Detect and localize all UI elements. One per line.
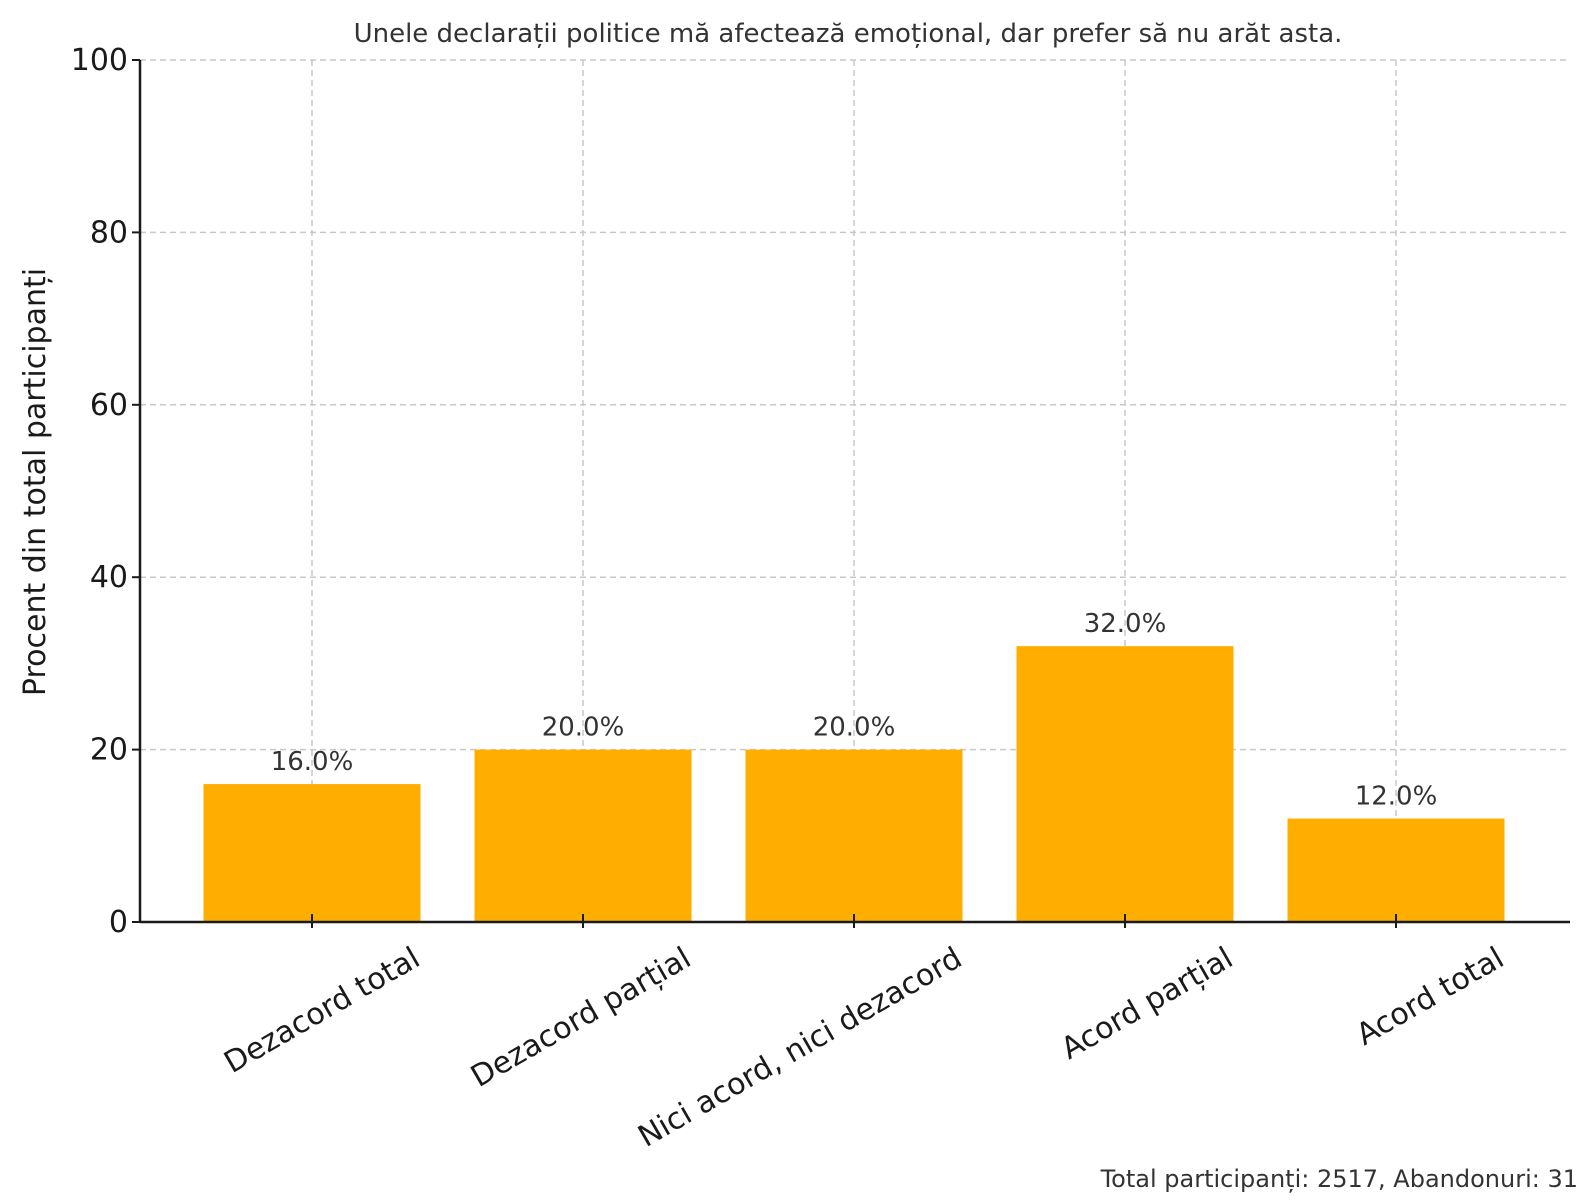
bar (1016, 646, 1234, 922)
bar-value-label: 16.0% (271, 747, 354, 777)
bar-value-label: 12.0% (1355, 782, 1438, 812)
bar-value-label: 20.0% (813, 713, 896, 743)
y-axis-label: Procent din total participanți (18, 268, 53, 696)
y-tick-label: 40 (90, 560, 128, 595)
footer-note: Total participanți: 2517, Abandonuri: 31 (1100, 1165, 1578, 1193)
axes: 0 20 40 60 80 100 Dezacord total Dezacord parți… (71, 43, 1570, 1155)
y-tick-label: 60 (90, 388, 128, 423)
bar (1287, 818, 1505, 922)
bar (745, 749, 963, 922)
bar-value-label: 32.0% (1084, 609, 1167, 639)
bar-value-label: 20.0% (542, 713, 625, 743)
data-labels: 16.0% 20.0% 20.0% 32.0% 12.0% (271, 609, 1438, 811)
bar (474, 749, 692, 922)
bars (203, 646, 1505, 922)
x-tick-label: Dezacord total (218, 941, 426, 1081)
y-tick-label: 20 (90, 733, 128, 768)
x-tick-label: Acord total (1351, 941, 1510, 1053)
y-tick-label: 80 (90, 215, 128, 250)
bar (203, 784, 421, 922)
grid-lines (140, 59, 1570, 922)
x-tick-label: Dezacord parțial (465, 941, 697, 1095)
y-tick-label: 100 (71, 43, 128, 78)
y-tick-label: 0 (109, 905, 128, 940)
chart-title: Unele declarații politice mă afectează e… (354, 19, 1343, 49)
x-tick-label: Acord parțial (1055, 941, 1239, 1067)
